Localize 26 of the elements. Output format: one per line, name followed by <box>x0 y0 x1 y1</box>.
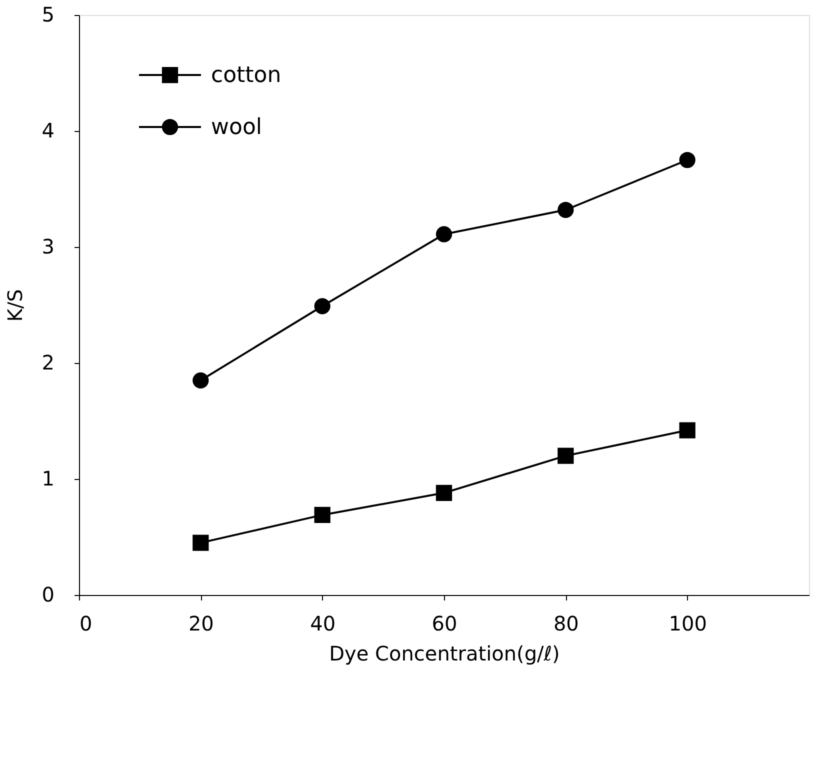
point <box>679 152 696 168</box>
point <box>314 506 330 524</box>
point <box>436 226 452 242</box>
y-axis-title: K/S <box>2 289 27 322</box>
y-tick-label: 1 <box>42 466 54 490</box>
y-tick-label: 5 <box>42 2 54 26</box>
y-tick-label: 4 <box>42 118 54 142</box>
point <box>679 422 696 438</box>
y-tick-label: 2 <box>42 350 54 374</box>
point <box>192 372 209 388</box>
x-axis-title: Dye Concentration(g/ℓ) <box>329 642 560 666</box>
legend-label: cotton <box>211 63 282 88</box>
x-tick-label: 60 <box>432 612 458 636</box>
point <box>558 202 574 218</box>
y-tick-label: 0 <box>42 582 54 606</box>
point <box>558 448 574 464</box>
point <box>314 298 330 314</box>
x-tick-label: 100 <box>668 612 707 636</box>
x-tick-label: 80 <box>553 612 579 636</box>
y-tick-label: 3 <box>42 234 54 258</box>
x-tick-label: 0 <box>80 612 92 636</box>
point <box>436 484 452 501</box>
x-tick-label: 40 <box>310 612 336 636</box>
point <box>192 534 209 551</box>
legend-label: wool <box>211 115 262 140</box>
x-tick-label: 20 <box>188 612 214 636</box>
